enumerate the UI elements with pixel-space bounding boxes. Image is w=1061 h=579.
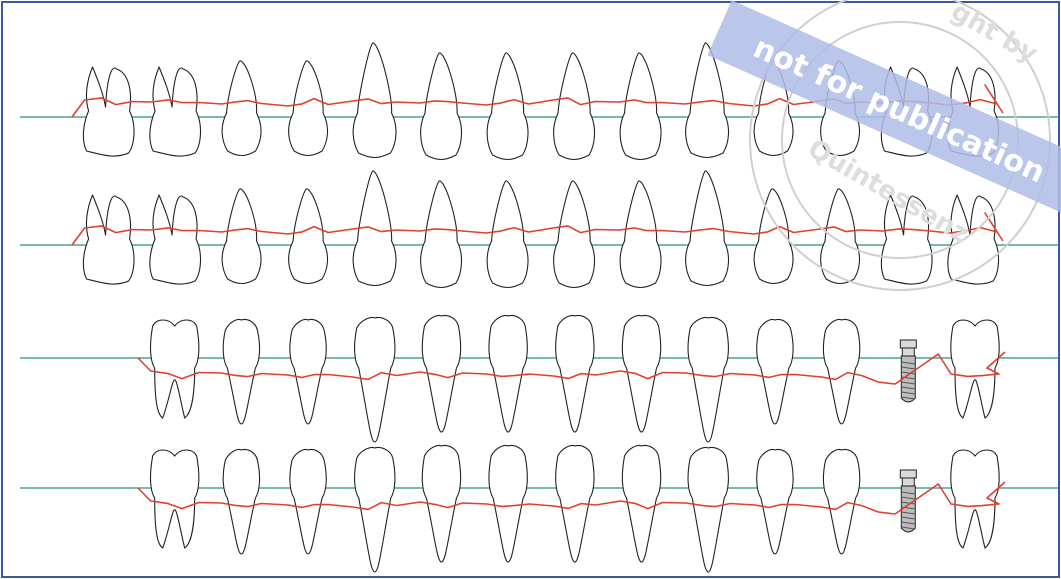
tooth-molar xyxy=(950,319,1000,419)
implant-thread xyxy=(901,391,916,395)
tooth-canine xyxy=(352,42,397,159)
tooth-canine xyxy=(687,446,729,573)
implant-thread xyxy=(901,516,916,520)
tooth-premolar xyxy=(222,318,261,425)
tooth-molar xyxy=(149,66,201,157)
implant-thread xyxy=(901,511,916,515)
implant-thread xyxy=(901,526,916,530)
implant-thread xyxy=(901,366,916,370)
tooth-incisor xyxy=(555,444,595,563)
tooth-premolar xyxy=(221,188,262,285)
gingival-margin-line xyxy=(137,481,1006,515)
implant-thread xyxy=(901,491,916,495)
tooth-rows xyxy=(20,42,1058,573)
implant-thread xyxy=(901,521,916,525)
watermark-band xyxy=(707,0,1061,226)
implant-thread xyxy=(901,501,916,505)
tooth-incisor xyxy=(553,180,595,289)
tooth-canine xyxy=(354,446,396,573)
implant-collar xyxy=(901,347,915,357)
implant-collar xyxy=(901,477,915,487)
tooth-premolar xyxy=(822,318,861,425)
tooth-premolar xyxy=(289,318,327,425)
implant-abutment xyxy=(899,339,917,349)
tooth-incisor xyxy=(553,52,595,161)
implant-thread xyxy=(901,496,916,500)
tooth-canine xyxy=(687,316,729,443)
tooth-premolar xyxy=(288,188,328,285)
tooth-premolar xyxy=(756,448,794,555)
tooth-incisor xyxy=(486,52,529,161)
tooth-premolar xyxy=(753,188,794,285)
gingival-margin-line xyxy=(137,351,1006,385)
tooth-molar xyxy=(82,194,135,285)
watermark-circle xyxy=(749,0,1051,291)
tooth-premolar xyxy=(289,448,327,555)
tooth-molar xyxy=(82,66,135,157)
tooth-incisor xyxy=(486,180,529,289)
watermark-circle-text-top: ght by xyxy=(946,0,1043,70)
tooth-canine xyxy=(685,170,729,287)
row-mandibular-buccal xyxy=(20,444,1058,573)
tooth-molar xyxy=(149,319,200,419)
tooth-incisor xyxy=(621,314,662,433)
tooth-incisor xyxy=(420,52,462,161)
implant-thread xyxy=(901,396,916,400)
tooth-incisor xyxy=(619,52,662,161)
tooth-canine xyxy=(354,316,396,443)
tooth-molar xyxy=(950,449,1000,549)
tooth-incisor xyxy=(488,444,528,563)
tooth-premolar xyxy=(820,188,860,285)
tooth-molar xyxy=(149,449,200,549)
implant-abutment xyxy=(899,469,917,479)
implant-thread xyxy=(901,386,916,390)
tooth-premolar xyxy=(221,60,262,157)
row-maxillary-buccal xyxy=(20,42,1058,161)
tooth-incisor xyxy=(621,444,662,563)
implant-thread xyxy=(901,371,916,375)
tooth-incisor xyxy=(488,314,528,433)
tooth-premolar xyxy=(222,448,261,555)
tooth-molar xyxy=(149,194,201,285)
tooth-premolar xyxy=(822,448,861,555)
tooth-canine xyxy=(685,42,729,159)
tooth-premolar xyxy=(756,318,794,425)
tooth-incisor xyxy=(420,180,462,289)
row-maxillary-palatal xyxy=(20,170,1058,289)
tooth-incisor xyxy=(619,180,662,289)
tooth-canine xyxy=(352,170,397,287)
tooth-incisor xyxy=(421,444,462,563)
tooth-incisor xyxy=(421,314,462,433)
tooth-premolar xyxy=(288,60,328,157)
implant-thread xyxy=(901,361,916,365)
row-mandibular-lingual xyxy=(20,314,1058,443)
implant-thread xyxy=(901,381,916,385)
tooth-incisor xyxy=(555,314,595,433)
tooth-molar xyxy=(880,194,933,285)
gingival-margin-line xyxy=(71,212,1004,246)
